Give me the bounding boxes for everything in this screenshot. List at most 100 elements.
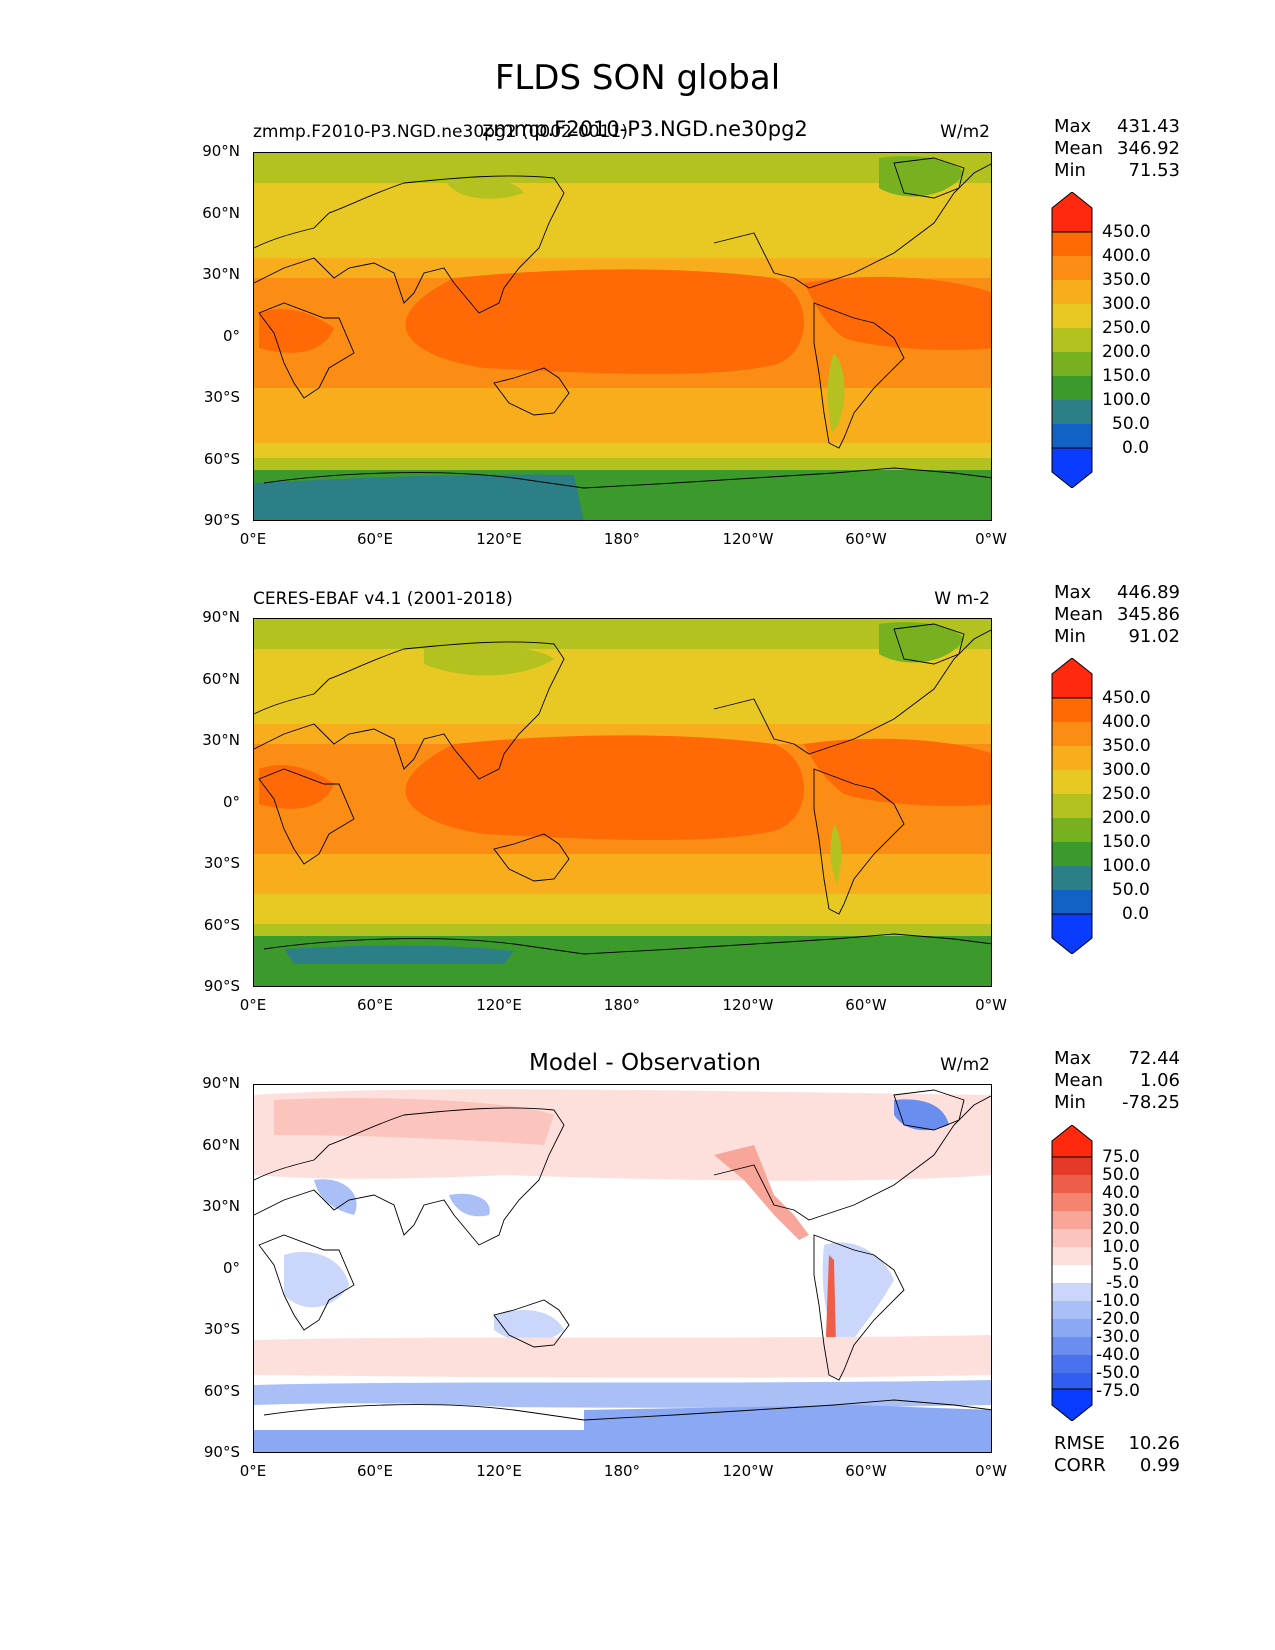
diff-cbar-label-neg30: -30.0 [1096,1327,1140,1347]
obs-africa-warm [259,764,334,809]
diff-stat-mean-value: 1.06 [1139,1070,1180,1091]
obs-cbar-label-0: 0.0 [1122,904,1150,924]
obs-band-nhmid [254,649,991,724]
model-stat-mean-value: 346.92 [1117,138,1180,159]
diff-cbar-label-neg40: -40.0 [1096,1345,1140,1365]
obs-stat-mean-value: 345.86 [1117,604,1180,625]
diff-tibet-cool [449,1193,490,1217]
obs-cbar-seg-4 [1052,770,1092,794]
model-greenland [879,156,964,197]
diff-lat-tick-60s: 60°S [203,1382,240,1400]
diff-stat-mean-key: Mean [1054,1070,1104,1091]
obs-band-sh-ocean [254,924,991,936]
model-cbar-seg-8 [1052,400,1092,424]
obs-cbar-label-200: 200.0 [1102,808,1151,828]
model-lat-tick-30s: 30°S [203,388,240,406]
model-stat-max-value: 431.43 [1117,116,1180,137]
diff-lon-tick-120w: 120°W [722,1462,774,1480]
model-lat-tick-0: 0° [222,327,240,345]
model-units-label: W/m2 [940,122,990,142]
diff-cbar-seg-6 [1052,1247,1092,1265]
obs-lon-tick-0e: 0°E [239,996,267,1014]
diff-cbar-seg-7 [1052,1265,1092,1283]
obs-cbar-outline [1051,697,1093,915]
obs-stat-mean-key: Mean [1054,604,1104,625]
obs-cbar-label-450: 450.0 [1102,688,1151,708]
model-cbar-seg-4 [1052,304,1092,328]
diff-cbar-label-30: 30.0 [1102,1201,1140,1221]
obs-cbar-label-350: 350.0 [1102,736,1151,756]
model-atlantic-warm [804,276,991,350]
diff-cbar-label-neg50: -50.0 [1096,1363,1140,1383]
obs-band-sh-mid [254,894,991,924]
obs-lat-tick-30n: 30°N [202,731,240,749]
model-cbar-seg-9 [1052,424,1092,448]
model-cbar-label-200: 200.0 [1102,342,1151,362]
diff-colorbar [1051,1125,1093,1421]
model-panel-title: zmmp.F2010-P3.NGD.ne30pg2 [482,117,808,141]
model-stat-min-key: Min [1054,160,1086,181]
diff-stat-rmse-value: 10.26 [1128,1433,1180,1454]
diff-lon-tick-120e: 120°E [476,1462,522,1480]
model-cbar-seg-5 [1052,328,1092,352]
obs-colorbar [1051,658,1093,954]
diff-cbar-seg-13 [1052,1373,1092,1389]
obs-cbar-seg-8 [1052,866,1092,890]
diff-stat-corr-value: 0.99 [1139,1455,1180,1476]
obs-lon-tick-0w: 0°W [975,996,1007,1014]
model-lon-tick-0e: 0°E [239,530,267,548]
diff-cbar-label-75: 75.0 [1102,1147,1140,1167]
model-cbar-label-250: 250.0 [1102,318,1151,338]
diff-cbar-extend-max [1051,1125,1093,1158]
model-band-nhmid [254,183,991,258]
obs-cbar-seg-2 [1052,722,1092,746]
diff-lon-tick-0w: 0°W [975,1462,1007,1480]
obs-siberia-cold [424,644,554,676]
diff-samerica-cool [822,1242,894,1355]
obs-cbar-seg-6 [1052,818,1092,842]
diff-units-label: W/m2 [940,1055,990,1075]
obs-lon-tick-60w: 60°W [845,996,887,1014]
obs-panel-title: CERES-EBAF v4.1 (2001-2018) [253,589,513,609]
diff-cbar-label-10: 10.0 [1102,1237,1140,1257]
obs-stat-min-value: 91.02 [1128,626,1180,647]
model-cbar-extend-min [1051,447,1093,488]
model-lat-tick-90n: 90°N [202,142,240,160]
diff-map [253,1084,992,1453]
diff-lon-tick-60w: 60°W [845,1462,887,1480]
diff-lat-tick-30s: 30°S [203,1320,240,1338]
diff-mideast-cool [314,1179,357,1215]
diff-cbar-seg-12 [1052,1355,1092,1373]
model-lon-tick-120e: 120°E [476,530,522,548]
obs-lon-tick-120e: 120°E [476,996,522,1014]
model-cbar-label-350: 350.0 [1102,270,1151,290]
model-siberia-cold [444,176,524,199]
obs-band-subtrop-n [254,724,991,744]
obs-lon-tick-120w: 120°W [722,996,774,1014]
diff-stat-min-value: -78.25 [1121,1092,1180,1113]
model-lon-tick-0w: 0°W [975,530,1007,548]
diff-cbar-seg-1 [1052,1157,1092,1175]
obs-features [259,622,991,964]
model-stat-max-key: Max [1054,116,1092,137]
diff-lat-tick-0: 0° [222,1259,240,1277]
model-cbar-label-50: 50.0 [1112,414,1150,434]
model-cbar-label-0: 0.0 [1122,438,1150,458]
obs-cbar-label-150: 150.0 [1102,832,1151,852]
obs-cbar-seg-9 [1052,890,1092,914]
obs-stat-max-key: Max [1054,582,1092,603]
diff-cbar-extend-min [1051,1388,1093,1421]
obs-greenland [879,622,964,663]
diff-lon-tick-0e: 0°E [239,1462,267,1480]
model-band-sh-subtrop [254,388,991,443]
model-stat-mean-key: Mean [1054,138,1104,159]
model-band-sh-ocean [254,458,991,470]
obs-lat-tick-60s: 60°S [203,916,240,934]
obs-coastlines [254,623,991,955]
model-cbar-label-400: 400.0 [1102,246,1151,266]
diff-east-antarctica-neutral [254,1403,584,1430]
obs-cbar-label-50: 50.0 [1112,880,1150,900]
diff-stat-corr-key: CORR [1054,1455,1106,1476]
diff-southern-cool [254,1380,991,1408]
model-lat-tick-60n: 60°N [202,204,240,222]
